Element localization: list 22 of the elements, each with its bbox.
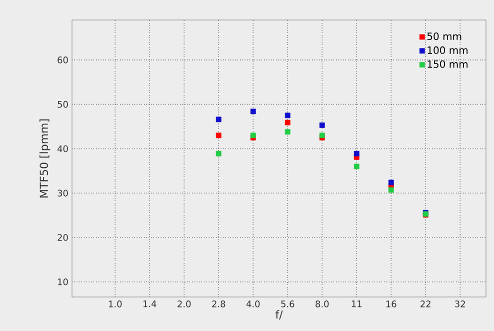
y-tick-label: 20 [58, 234, 68, 241]
y-axis-title: MTF50 [lpmm] [40, 119, 50, 198]
y-tick-label: 60 [58, 56, 68, 64]
x-tick-label: 16 [386, 300, 396, 308]
x-tick-label: 4.0 [246, 300, 260, 308]
x-tick-label: 22 [420, 300, 430, 308]
x-tick-label: 1.4 [143, 300, 156, 308]
y-tick-label: 30 [58, 190, 68, 197]
x-tick-label: 5.6 [281, 300, 294, 308]
y-tick-label: 10 [58, 278, 68, 286]
x-tick-label: 8.0 [316, 300, 329, 308]
x-tick-label: 2.0 [178, 300, 191, 308]
y-tick-label: 40 [57, 145, 68, 152]
x-tick-label: 1.0 [108, 300, 122, 308]
legend-label: 150 mm [428, 60, 468, 68]
x-axis-title: f/ [275, 310, 283, 320]
x-tick-label: 11 [352, 300, 362, 308]
legend-label: 100 mm [428, 46, 468, 54]
legend-label: 50 mm [427, 32, 462, 40]
x-tick-label: 32 [455, 300, 465, 308]
x-tick-label: 2.8 [212, 300, 226, 308]
y-tick-label: 50 [58, 100, 68, 108]
